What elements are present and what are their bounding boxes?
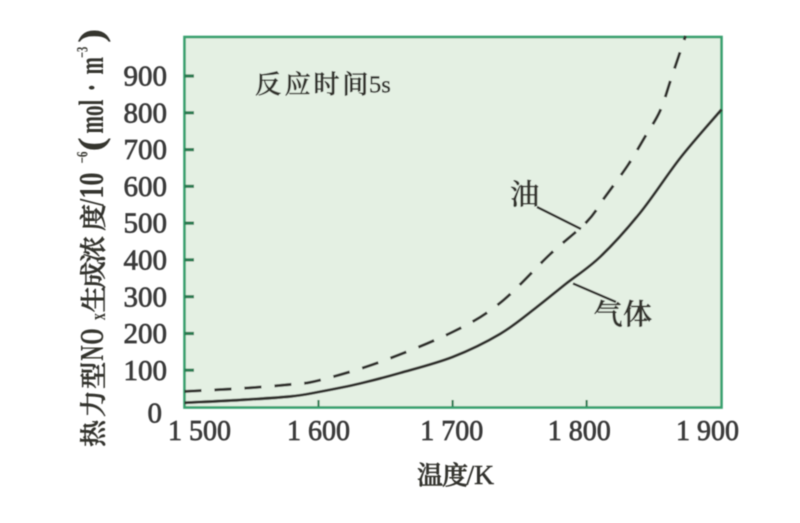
svg-text:−3: −3 [73, 47, 91, 58]
svg-text:mol: mol [73, 100, 112, 134]
svg-text:/10: /10 [71, 172, 111, 206]
svg-text:−6: −6 [74, 151, 91, 163]
svg-text:1 500: 1 500 [168, 416, 231, 447]
svg-text:/K: /K [467, 459, 495, 490]
svg-text:·: · [73, 84, 111, 92]
svg-text:100: 100 [124, 355, 168, 387]
svg-text:x: x [86, 313, 110, 320]
svg-text:): ) [71, 29, 111, 43]
svg-text:700: 700 [124, 134, 168, 166]
svg-text:200: 200 [124, 318, 168, 350]
svg-text:800: 800 [124, 97, 168, 129]
svg-text:300: 300 [124, 281, 168, 313]
svg-text:500: 500 [124, 208, 168, 240]
svg-text:1 600: 1 600 [287, 416, 350, 447]
svg-text:1 700: 1 700 [420, 416, 483, 447]
svg-text:1 800: 1 800 [548, 416, 611, 447]
svg-text:1 900: 1 900 [676, 416, 739, 447]
svg-text:m: m [73, 57, 112, 74]
svg-text:600: 600 [124, 171, 168, 203]
svg-text:5s: 5s [369, 72, 391, 99]
svg-text:400: 400 [124, 245, 168, 277]
svg-text:(: ( [71, 137, 111, 151]
svg-text:NO: NO [74, 328, 111, 361]
svg-text:0: 0 [148, 398, 163, 430]
svg-text:900: 900 [124, 61, 168, 93]
